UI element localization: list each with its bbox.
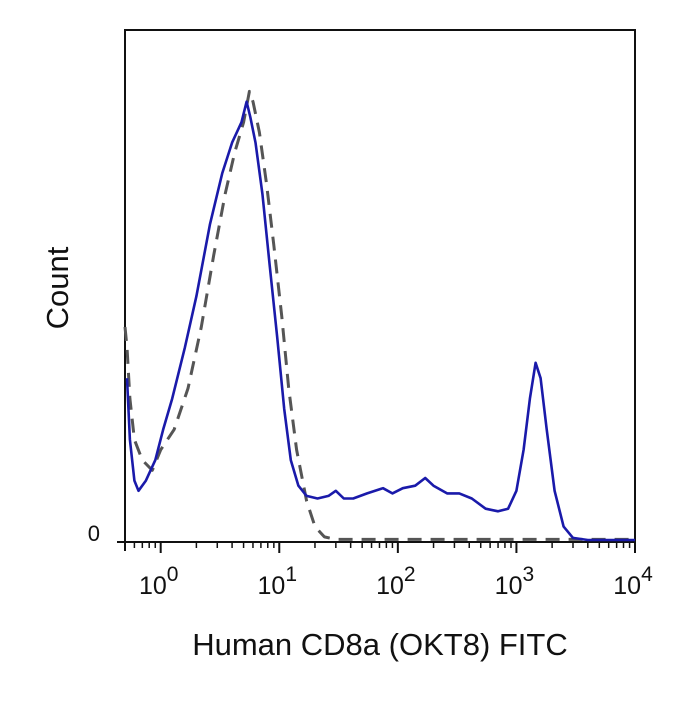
x-tick-label-exponent: 3	[522, 563, 534, 586]
x-tick-label-exponent: 4	[641, 563, 653, 586]
x-tick-label-base: 10	[495, 572, 523, 600]
x-tick-label: 101	[258, 563, 298, 600]
x-tick-label: 104	[613, 563, 653, 600]
y-axis-label: Count	[40, 246, 75, 329]
dashed-control-histogram-line	[123, 89, 635, 541]
series-layer	[123, 89, 635, 542]
x-tick-label-base: 10	[258, 572, 286, 600]
x-tick-label-base: 10	[139, 572, 167, 600]
x-tick-label-exponent: 2	[404, 563, 416, 586]
x-tick-label-base: 10	[613, 572, 641, 600]
stained-sample-histogram-line	[125, 100, 635, 542]
y-tick-label: 0	[88, 521, 100, 546]
x-tick-label-exponent: 0	[167, 563, 179, 586]
y-tick-layer: 0	[88, 521, 125, 546]
x-tick-label-exponent: 1	[285, 563, 297, 586]
x-tick-label-base: 10	[376, 572, 404, 600]
x-tick-layer: 100 101 102 103 104	[124, 542, 653, 600]
plot-frame	[124, 29, 636, 543]
x-tick-label: 100	[139, 563, 179, 600]
x-axis-label: Human CD8a (OKT8) FITC	[192, 627, 568, 662]
x-tick-label: 103	[495, 563, 535, 600]
x-tick-label: 102	[376, 563, 416, 600]
